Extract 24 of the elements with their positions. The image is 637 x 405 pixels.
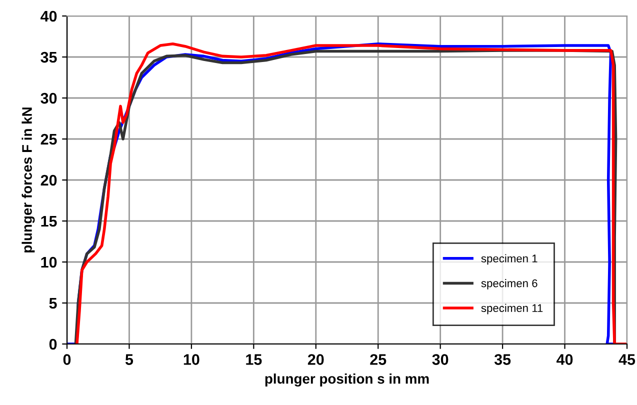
y-tick-label: 0: [49, 338, 57, 350]
y-tick-label: 40: [40, 10, 57, 22]
x-axis-title: plunger position s in mm: [265, 374, 429, 387]
legend-label: specimen 6: [481, 279, 538, 290]
y-tick-label: 15: [41, 216, 57, 227]
x-tick-label: 45: [618, 354, 636, 365]
x-tick-label: 0: [63, 354, 71, 365]
x-tick-label: 10: [184, 354, 200, 365]
x-tick-label: 25: [370, 354, 386, 365]
y-tick-label: 20: [40, 174, 57, 186]
x-tick-label: 40: [556, 354, 573, 365]
y-tick-label: 10: [41, 256, 57, 268]
legend-label: specimen 1: [481, 254, 538, 265]
x-tick-label: 20: [308, 354, 324, 365]
x-tick-label: 15: [246, 354, 262, 365]
x-tick-label: 35: [494, 354, 511, 365]
y-tick-label: 25: [40, 134, 57, 145]
y-tick-label: 35: [40, 52, 57, 63]
x-tick-label: 5: [125, 354, 134, 365]
legend-label: specimen 11: [481, 304, 543, 314]
y-tick-label: 5: [49, 298, 57, 309]
y-axis-title: plunger forces F in kN: [22, 108, 35, 252]
y-tick-label: 30: [40, 92, 57, 104]
x-tick-label: 30: [432, 354, 448, 365]
